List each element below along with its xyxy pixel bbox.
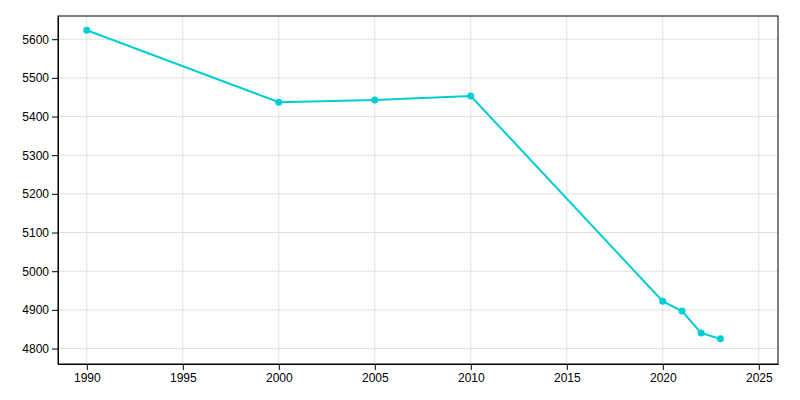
- tick-label: 2025: [746, 371, 773, 385]
- grid: [58, 16, 778, 364]
- tick: 5500: [22, 71, 58, 85]
- tick: 5000: [22, 265, 58, 279]
- tick-mark: [279, 364, 280, 370]
- tick-label: 1990: [74, 371, 101, 385]
- axis-line: [59, 364, 779, 365]
- grid-line: [566, 16, 567, 364]
- point: [698, 330, 705, 337]
- tick-label: 5100: [22, 226, 49, 240]
- line: [87, 30, 721, 339]
- grid-line: [662, 16, 663, 364]
- tick-mark: [52, 194, 58, 195]
- grid-line: [58, 193, 778, 194]
- tick-label: 5000: [22, 265, 49, 279]
- tick-label: 2000: [266, 371, 293, 385]
- point: [679, 308, 686, 315]
- y-axis: 4800 4900 5000 5100 5200 5300 5400 5500 5600: [22, 17, 58, 365]
- tick-mark: [52, 78, 58, 79]
- grid-line: [470, 16, 471, 364]
- tick: 4800: [22, 342, 58, 356]
- point: [717, 335, 724, 342]
- marks: [83, 27, 724, 343]
- tick-mark: [52, 117, 58, 118]
- tick-label: 5400: [22, 110, 49, 124]
- tick-mark: [663, 364, 664, 370]
- tick-label: 2020: [650, 371, 677, 385]
- tick-label: 5500: [22, 71, 49, 85]
- tick-mark: [375, 364, 376, 370]
- tick: 5200: [22, 187, 58, 201]
- point: [83, 27, 90, 34]
- point: [275, 99, 282, 106]
- tick-mark: [567, 364, 568, 370]
- point: [371, 96, 378, 103]
- tick-mark: [52, 349, 58, 350]
- grid-line: [58, 309, 778, 310]
- tick-mark: [52, 233, 58, 234]
- tick: 4900: [22, 303, 58, 317]
- tick-label: 5200: [22, 187, 49, 201]
- tick: 2005: [362, 364, 389, 385]
- point: [659, 298, 666, 305]
- tick-label: 4800: [22, 342, 49, 356]
- tick: 5100: [22, 226, 58, 240]
- tick-mark: [52, 155, 58, 156]
- grid-line: [182, 16, 183, 364]
- grid-line: [58, 116, 778, 117]
- tick-mark: [183, 364, 184, 370]
- tick: 2020: [650, 364, 677, 385]
- tick-label: 2005: [362, 371, 389, 385]
- tick-mark: [87, 364, 88, 370]
- point: [467, 93, 474, 100]
- grid-line: [58, 271, 778, 272]
- x-axis: 1990 1995 2000 2005 2010 2015 2020 2025: [59, 364, 779, 385]
- grid-line: [58, 348, 778, 349]
- tick-mark: [471, 364, 472, 370]
- tick: 5600: [22, 33, 58, 47]
- tick-mark: [52, 39, 58, 40]
- grid-line: [58, 232, 778, 233]
- tick-mark: [759, 364, 760, 370]
- tick-label: 2010: [458, 371, 485, 385]
- tick-label: 4900: [22, 303, 49, 317]
- tick-mark: [52, 310, 58, 311]
- tick: 2025: [746, 364, 773, 385]
- plot: 1990 1995 2000 2005 2010 2015 2020 2025 4800 4900…: [22, 16, 778, 385]
- tick-label: 5600: [22, 33, 49, 47]
- chart: 1990 1995 2000 2005 2010 2015 2020 2025 4800 4900…: [0, 0, 800, 400]
- tick: 2015: [554, 364, 581, 385]
- axis-line: [58, 17, 59, 365]
- tick: 1990: [74, 364, 101, 385]
- grid-line: [758, 16, 759, 364]
- grid-line: [86, 16, 87, 364]
- tick-label: 1995: [170, 371, 197, 385]
- tick-mark: [52, 271, 58, 272]
- tick: 5300: [22, 149, 58, 163]
- grid-line: [278, 16, 279, 364]
- tick: 1995: [170, 364, 197, 385]
- tick-label: 2015: [554, 371, 581, 385]
- tick: 5400: [22, 110, 58, 124]
- grid-line: [374, 16, 375, 364]
- grid-line: [58, 77, 778, 78]
- tick: 2010: [458, 364, 485, 385]
- tick-label: 5300: [22, 149, 49, 163]
- tick: 2000: [266, 364, 293, 385]
- plot-frame: [58, 16, 778, 364]
- grid-line: [58, 155, 778, 156]
- grid-line: [58, 39, 778, 40]
